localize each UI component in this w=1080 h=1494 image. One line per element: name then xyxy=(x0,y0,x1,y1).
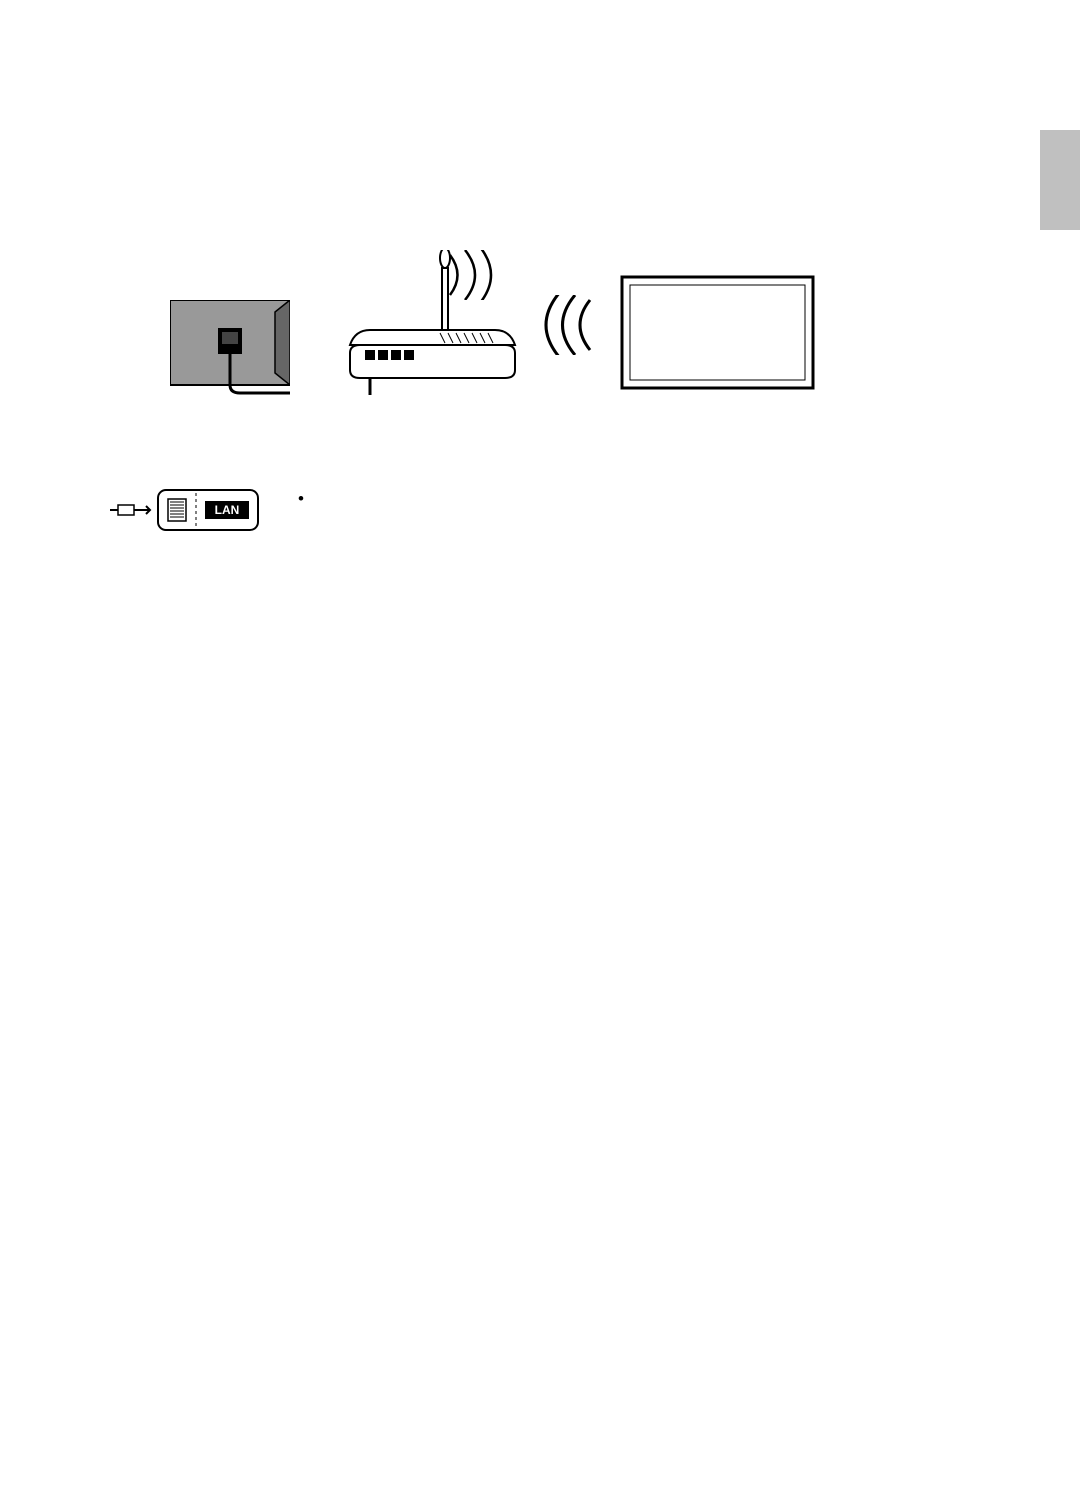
wired-section: LAN • xyxy=(110,485,970,535)
lan-port-text: LAN xyxy=(215,503,240,517)
wall-port-icon xyxy=(170,300,290,395)
lan-port-icon: LAN xyxy=(110,485,260,535)
language-tab xyxy=(1040,130,1080,230)
wifi-signal-in-icon xyxy=(540,295,600,355)
chapter-title xyxy=(110,100,970,145)
wifi-signal-out-icon xyxy=(440,250,500,300)
tv-icon xyxy=(620,275,815,390)
wired-text-block: • xyxy=(280,485,316,512)
wired-content: LAN • xyxy=(110,485,970,535)
page-content: LAN • xyxy=(0,0,1080,535)
wireless-diagram xyxy=(110,195,970,455)
wired-bullet: • xyxy=(298,485,316,512)
